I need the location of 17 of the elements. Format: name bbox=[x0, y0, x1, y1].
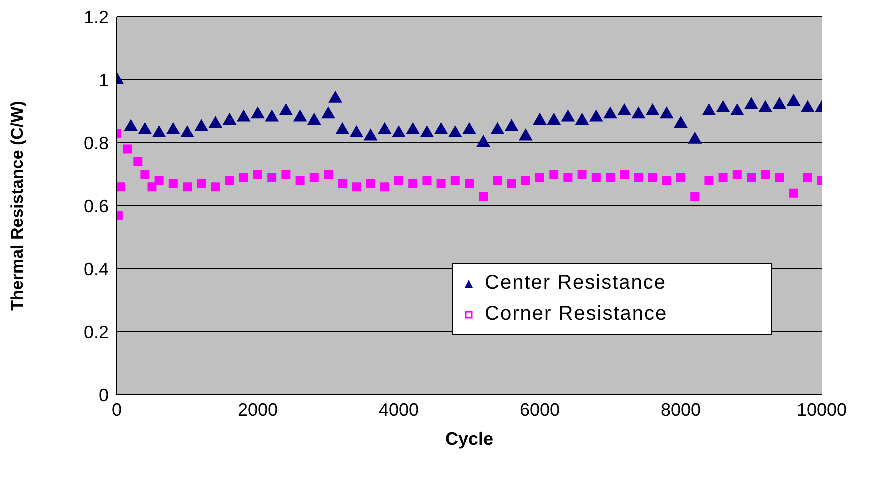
legend-label: Center Resistance bbox=[485, 271, 667, 296]
y-tick-label: 1.2 bbox=[84, 7, 109, 28]
x-tick-label: 2000 bbox=[238, 400, 278, 420]
y-tick-label: 0 bbox=[98, 385, 109, 406]
y-tick-label: 0.2 bbox=[84, 322, 109, 342]
x-tick-label: 0 bbox=[112, 400, 122, 420]
x-tick-label: 8000 bbox=[660, 400, 702, 420]
y-tick-label: 0.6 bbox=[84, 196, 109, 216]
x-tick-label: 10000 bbox=[796, 400, 848, 420]
y-tick-label: 0.8 bbox=[84, 133, 109, 154]
legend-label: Corner Resistance bbox=[485, 302, 668, 327]
y-axis-title: Thermal Resistance (C/W) bbox=[8, 101, 28, 311]
x-tick-label: 6000 bbox=[520, 400, 560, 420]
y-tick-label: 1 bbox=[98, 70, 109, 90]
x-axis-title: Cycle bbox=[445, 429, 494, 449]
x-tick-label: 4000 bbox=[378, 400, 420, 420]
y-tick-label: 0.4 bbox=[84, 259, 109, 280]
